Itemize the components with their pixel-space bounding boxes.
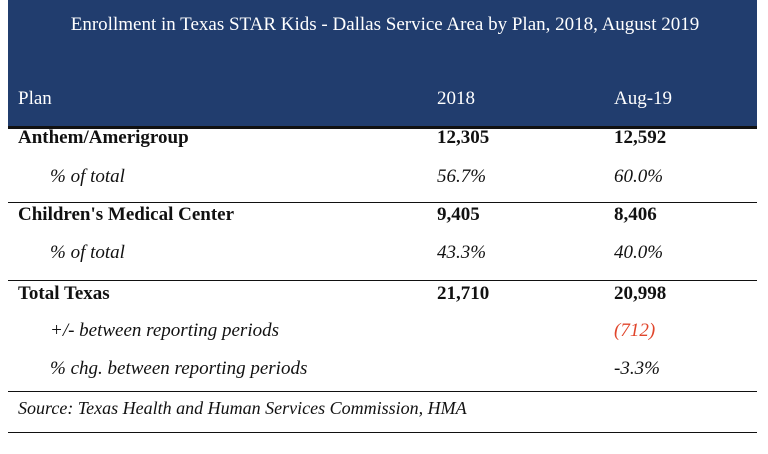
- row-label: +/- between reporting periods: [50, 320, 280, 341]
- cell-aug19: 8,406: [614, 204, 657, 225]
- column-header: Plan: [18, 88, 52, 109]
- cell-2018: 21,710: [437, 283, 490, 304]
- divider: [8, 280, 757, 281]
- cell-aug19: 60.0%: [614, 166, 664, 187]
- column-header: Aug-19: [614, 88, 673, 109]
- cell-aug19: 12,592: [614, 127, 667, 148]
- cell-aug19: -3.3%: [614, 358, 660, 379]
- source-note: Source: Texas Health and Human Services …: [18, 398, 467, 418]
- row-label: Children's Medical Center: [18, 204, 235, 225]
- row-label: % of total: [50, 242, 125, 263]
- divider: [8, 202, 757, 203]
- header-band: [8, 0, 757, 127]
- row-label: % chg. between reporting periods: [50, 358, 308, 379]
- divider: [8, 432, 757, 433]
- cell-aug19: (712): [614, 320, 656, 341]
- cell-2018: 12,305: [437, 127, 490, 148]
- table-title: Enrollment in Texas STAR Kids - Dallas S…: [70, 14, 700, 35]
- cell-aug19: 40.0%: [614, 242, 664, 263]
- column-header: 2018: [437, 88, 475, 109]
- cell-aug19: 20,998: [614, 283, 667, 304]
- row-label: % of total: [50, 166, 125, 187]
- cell-2018: 43.3%: [437, 242, 487, 263]
- divider: [8, 126, 757, 129]
- row-label: Total Texas: [18, 283, 110, 304]
- cell-2018: 56.7%: [437, 166, 487, 187]
- divider: [8, 391, 757, 392]
- row-label: Anthem/Amerigroup: [18, 127, 189, 148]
- cell-2018: 9,405: [437, 204, 480, 225]
